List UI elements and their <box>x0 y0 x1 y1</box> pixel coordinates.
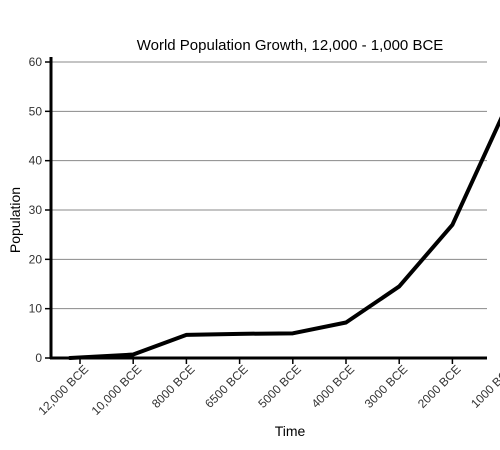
x-axis-label: Time <box>275 423 306 439</box>
x-tick-label: 8000 BCE <box>149 362 198 411</box>
x-tick-label: 3000 BCE <box>362 362 411 411</box>
chart-title: World Population Growth, 12,000 - 1,000 … <box>137 37 444 54</box>
y-tick-label: 10 <box>29 302 43 316</box>
x-tick-label: 2000 BCE <box>415 362 464 411</box>
y-tick-label: 20 <box>29 252 43 266</box>
x-tick-label: 1000 BCE <box>468 362 500 411</box>
series-layer <box>68 116 500 360</box>
y-tick-label: 40 <box>29 154 43 168</box>
data-point <box>291 331 295 335</box>
y-tick-label: 0 <box>35 351 42 365</box>
series-line-0 <box>68 116 500 360</box>
data-point <box>184 333 188 337</box>
y-tick-label: 30 <box>29 203 43 217</box>
x-tick-label: 10,000 BCE <box>89 362 145 418</box>
y-axis-label: Population <box>7 187 23 253</box>
y-tick-label: 50 <box>29 104 43 118</box>
data-point <box>450 223 454 227</box>
data-point <box>131 353 135 357</box>
y-axis-ticks: 0 10 20 30 40 50 60 <box>29 55 51 365</box>
data-point <box>238 332 242 336</box>
x-tick-label: 5000 BCE <box>255 362 304 411</box>
x-tick-label: 6500 BCE <box>202 362 251 411</box>
x-tick-label: 4000 BCE <box>309 362 358 411</box>
x-tick-label: 12,000 BCE <box>35 362 91 418</box>
data-point <box>344 320 348 324</box>
y-tick-label: 60 <box>29 55 43 69</box>
data-point <box>397 284 401 288</box>
grid-lines <box>51 61 487 310</box>
